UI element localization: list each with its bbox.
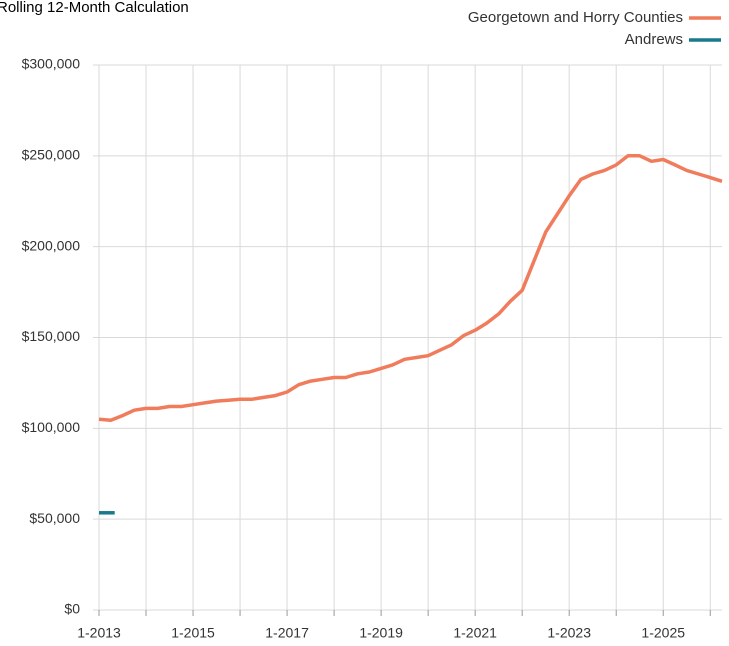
chart-title: Rolling 12-Month Calculation: [0, 0, 189, 16]
y-tick-label: $250,000: [22, 147, 81, 163]
x-tick-label: 1-2017: [265, 625, 309, 641]
y-tick-label: $0: [64, 601, 80, 617]
y-tick-label: $300,000: [22, 56, 81, 72]
legend-label: Andrews: [625, 31, 683, 48]
x-tick-label: 1-2021: [453, 625, 497, 641]
legend-label: Georgetown and Horry Counties: [468, 9, 683, 26]
x-tick-label: 1-2025: [641, 625, 685, 641]
x-tick-label: 1-2013: [77, 625, 121, 641]
x-tick-label: 1-2023: [547, 625, 591, 641]
x-tick-label: 1-2015: [171, 625, 215, 641]
y-tick-label: $100,000: [22, 419, 81, 435]
x-tick-label: 1-2019: [359, 625, 403, 641]
y-tick-label: $50,000: [29, 510, 80, 526]
series-line: [98, 154, 723, 422]
y-tick-label: $150,000: [22, 328, 81, 344]
y-tick-label: $200,000: [22, 237, 81, 253]
